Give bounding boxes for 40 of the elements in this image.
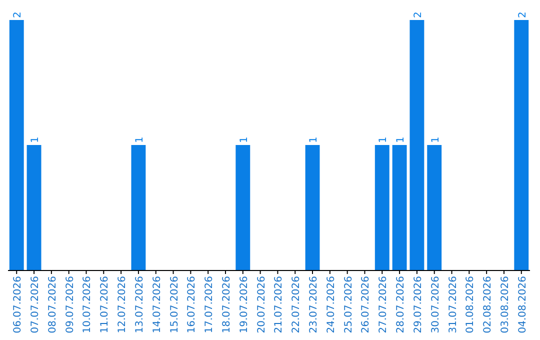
x-tick-label: 25.07.2026 bbox=[343, 276, 354, 334]
x-tick-label: 07.07.2026 bbox=[30, 276, 42, 334]
x-tick-label: 17.07.2026 bbox=[204, 276, 216, 334]
x-tick-label: 23.07.2026 bbox=[308, 276, 320, 334]
x-tick-label: 15.07.2026 bbox=[169, 276, 180, 334]
data-label: 2 bbox=[412, 12, 424, 18]
x-tick-label: 22.07.2026 bbox=[291, 276, 302, 334]
x-tick-label: 04.08.2026 bbox=[517, 276, 528, 334]
x-tick-label: 30.07.2026 bbox=[430, 276, 442, 334]
x-tick-label: 26.07.2026 bbox=[360, 276, 372, 334]
x-tick-label: 10.07.2026 bbox=[82, 276, 94, 334]
data-label: 1 bbox=[30, 136, 42, 143]
x-tick-label: 11.07.2026 bbox=[100, 276, 111, 334]
x-tick-label: 24.07.2026 bbox=[326, 276, 337, 334]
x-tick-label: 06.07.2026 bbox=[12, 276, 24, 334]
x-tick-label: 03.08.2026 bbox=[500, 276, 511, 334]
x-tick-label: 19.07.2026 bbox=[238, 276, 250, 334]
x-tick-label: 27.07.2026 bbox=[378, 276, 390, 334]
x-tick-label: 20.07.2026 bbox=[256, 276, 268, 334]
data-label: 1 bbox=[238, 136, 250, 143]
x-tick-label: 02.08.2026 bbox=[482, 276, 494, 334]
x-tick-label: 01.08.2026 bbox=[465, 276, 476, 334]
x-tick-label: 14.07.2026 bbox=[152, 276, 163, 334]
data-label: 1 bbox=[430, 136, 442, 143]
x-tick-label: 18.07.2026 bbox=[221, 276, 232, 334]
data-label: 2 bbox=[517, 12, 528, 18]
data-label: 1 bbox=[378, 136, 390, 143]
x-tick-label: 29.07.2026 bbox=[412, 276, 424, 334]
x-tick-label: 16.07.2026 bbox=[186, 276, 198, 334]
x-tick-label: 13.07.2026 bbox=[134, 276, 146, 334]
x-tick-label: 28.07.2026 bbox=[396, 276, 407, 334]
x-tick-label: 12.07.2026 bbox=[117, 276, 128, 334]
data-label: 1 bbox=[396, 136, 407, 143]
data-label: 1 bbox=[134, 136, 146, 143]
data-label: 2 bbox=[12, 12, 24, 18]
x-tick-label: 08.07.2026 bbox=[47, 276, 58, 334]
x-tick-label: 21.07.2026 bbox=[274, 276, 285, 334]
x-tick-label: 31.07.2026 bbox=[448, 276, 459, 334]
x-tick-label: 09.07.2026 bbox=[64, 276, 76, 334]
data-label: 1 bbox=[308, 136, 320, 143]
